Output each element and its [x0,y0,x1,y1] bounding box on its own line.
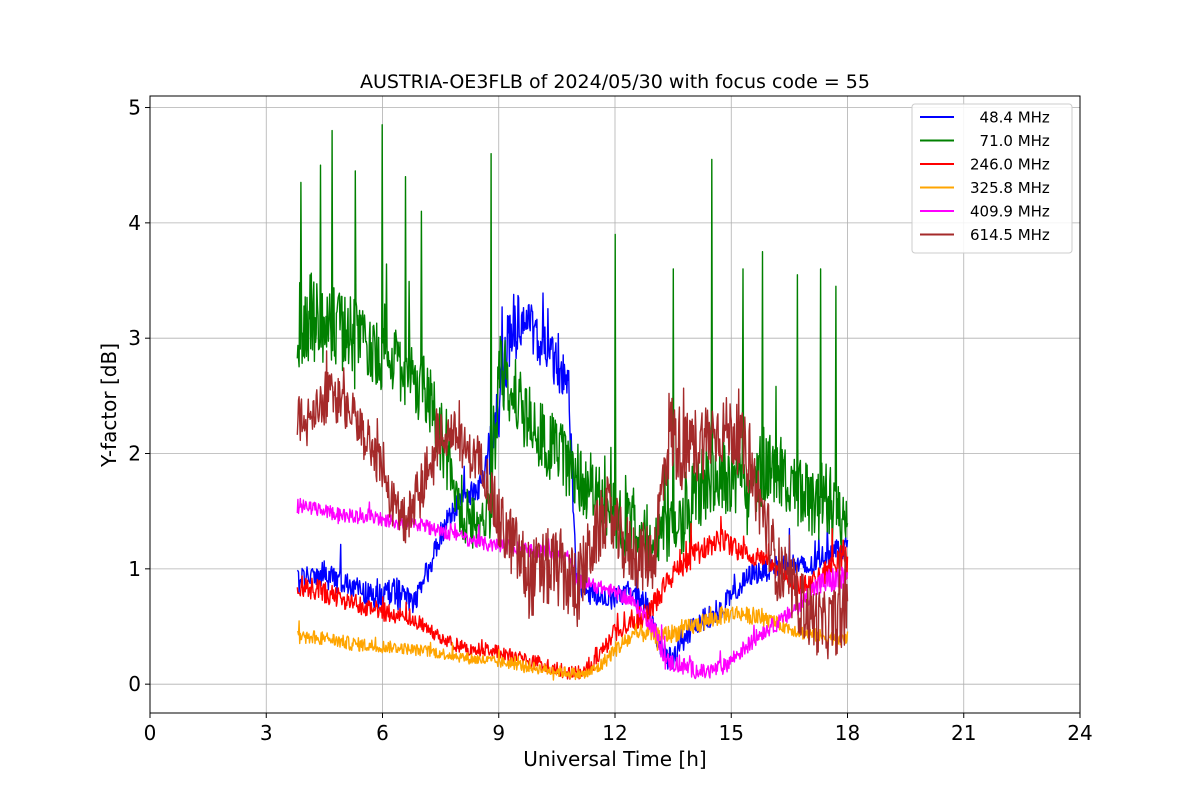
x-tick-label: 18 [835,721,860,745]
x-tick-label: 0 [144,721,157,745]
y-tick-label: 0 [128,672,141,696]
legend-label: 409.9 MHz [970,203,1050,221]
x-tick-label: 9 [492,721,505,745]
x-tick-label: 21 [951,721,976,745]
x-tick-label: 12 [602,721,627,745]
x-tick-label: 24 [1067,721,1092,745]
series-line [296,350,849,660]
legend-label: 325.8 MHz [970,179,1050,197]
y-tick-label: 1 [128,557,141,581]
x-tick-label: 3 [260,721,273,745]
legend-label: 614.5 MHz [970,226,1050,244]
plot-area [296,124,849,681]
y-tick-label: 4 [128,211,141,235]
legend: 48.4 MHz 71.0 MHz 246.0 MHz 325.8 MHz 409.9… [911,103,1073,254]
y-tick-label: 2 [128,442,141,466]
series-line [296,124,849,573]
y-tick-label: 5 [128,96,141,120]
x-tick-label: 15 [719,721,744,745]
x-tick-label: 6 [376,721,389,745]
legend-label: 71.0 MHz [970,132,1050,150]
y-tick-label: 3 [128,326,141,350]
series-line [296,605,849,681]
chart-title: AUSTRIA-OE3FLB of 2024/05/30 with focus … [360,71,870,93]
x-axis-label: Universal Time [h] [523,747,706,771]
legend-label: 48.4 MHz [970,109,1050,127]
legend-label: 246.0 MHz [970,156,1050,174]
series-line [296,515,849,680]
y-axis-label: Y-factor [dB] [97,343,121,468]
y-axis: 0 1 2 3 4 5 [128,96,150,696]
x-axis: 0 3 6 9 12 15 18 21 24 [144,713,1093,745]
